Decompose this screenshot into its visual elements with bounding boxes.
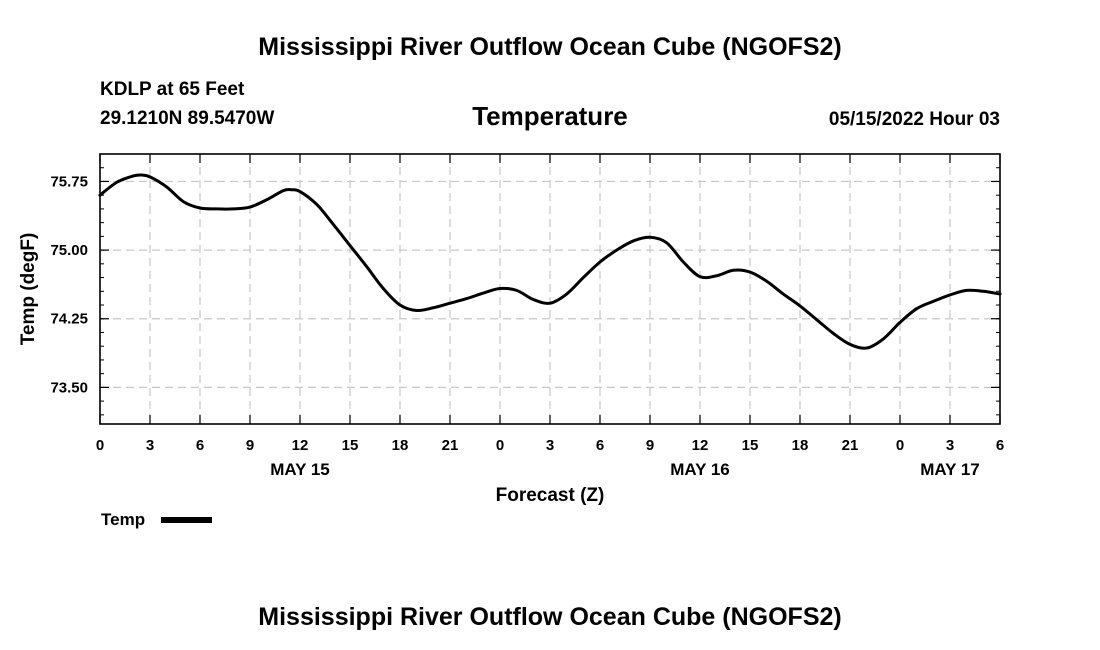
date-label: MAY 15 [270, 460, 330, 479]
x-tick-label: 6 [196, 437, 204, 454]
x-tick-label: 18 [392, 437, 409, 454]
x-tick-labels: 0 3 6 9 12 15 18 21 0 3 6 9 12 15 18 21 0 3 6 [96, 437, 1004, 454]
y-tick-labels: 73.50 74.25 75.00 75.75 [50, 173, 88, 396]
x-tick-label: 3 [546, 437, 554, 454]
x-tick-label: 6 [596, 437, 604, 454]
x-tick-label: 0 [896, 437, 904, 454]
axis-ticks [99, 153, 1001, 424]
y-tick-label: 74.25 [50, 311, 88, 328]
date-label: MAY 16 [670, 460, 730, 479]
x-tick-label: 21 [842, 437, 859, 454]
plot-frame [99, 153, 1001, 425]
variable-title: Temperature [472, 101, 628, 131]
y-tick-label: 73.50 [50, 379, 88, 396]
x-tick-label: 21 [442, 437, 459, 454]
legend-label: Temp [101, 510, 145, 529]
x-tick-label: 0 [496, 437, 504, 454]
y-axis-label: Temp (degF) [18, 233, 39, 346]
x-tick-label: 9 [646, 437, 654, 454]
date-label: MAY 17 [920, 460, 980, 479]
x-tick-label: 3 [946, 437, 954, 454]
x-tick-label: 0 [96, 437, 104, 454]
y-tick-label: 75.00 [50, 242, 88, 259]
x-tick-label: 15 [742, 437, 759, 454]
footer-title: Mississippi River Outflow Ocean Cube (NG… [258, 603, 841, 631]
x-tick-label: 9 [246, 437, 254, 454]
x-tick-label: 12 [692, 437, 709, 454]
x-tick-label: 6 [996, 437, 1004, 454]
series-layer [98, 173, 1002, 350]
x-tick-label: 18 [792, 437, 809, 454]
y-tick-label: 75.75 [50, 173, 88, 190]
x-tick-label: 12 [292, 437, 309, 454]
x-tick-label: 15 [342, 437, 359, 454]
x-axis-label: Forecast (Z) [496, 485, 605, 506]
series-line-temp [98, 173, 1002, 350]
issued-label: 05/15/2022 Hour 03 [829, 109, 1000, 130]
main-title: Mississippi River Outflow Ocean Cube (NG… [258, 33, 841, 61]
location-label: 29.1210N 89.5470W [100, 108, 274, 129]
grid-lines [100, 154, 1000, 424]
date-labels: MAY 15 MAY 16 MAY 17 [270, 460, 980, 479]
station-label: KDLP at 65 Feet [100, 79, 245, 100]
x-tick-label: 3 [146, 437, 154, 454]
legend: Temp [101, 510, 212, 529]
